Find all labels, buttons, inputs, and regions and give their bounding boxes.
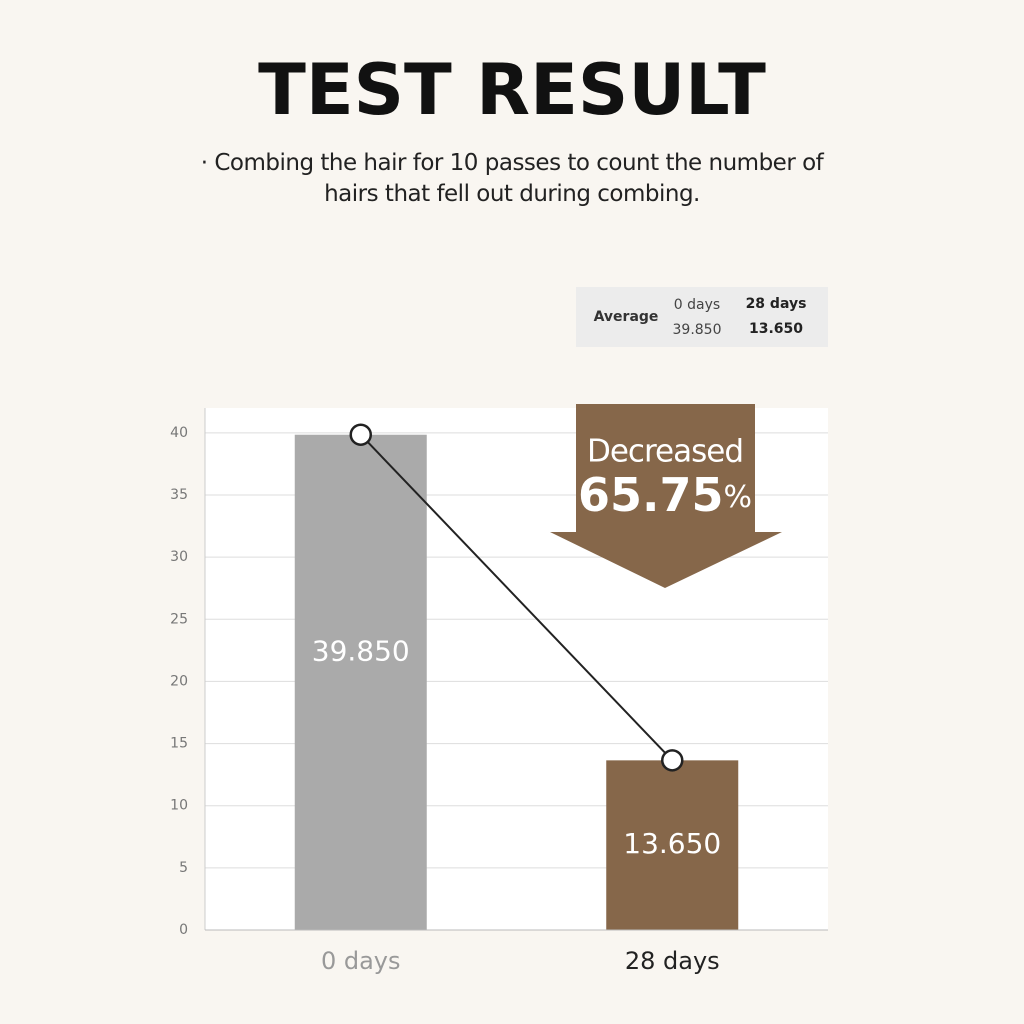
annotation-value: 65.75 — [578, 468, 724, 522]
subtitle: · Combing the hair for 10 passes to coun… — [200, 150, 824, 207]
y-tick-label: 20 — [170, 673, 188, 689]
bar — [606, 760, 739, 930]
decrease-arrow — [550, 404, 782, 588]
x-tick-label: 0 days — [321, 947, 401, 975]
table-value: 13.650 — [749, 321, 803, 337]
y-tick-label: 10 — [170, 798, 188, 814]
y-tick-label: 25 — [170, 611, 188, 627]
y-tick-label: 5 — [179, 860, 188, 876]
y-tick-label: 35 — [170, 487, 188, 503]
table-column: 28 days — [746, 296, 807, 312]
table-header: Average — [594, 309, 659, 325]
trend-point — [349, 423, 372, 446]
y-tick-label: 40 — [170, 425, 188, 441]
annotation-value-group: 65.75% — [578, 468, 752, 522]
summary-table-bg — [576, 287, 828, 347]
table-value: 39.850 — [673, 322, 722, 338]
y-tick-label: 15 — [170, 736, 188, 752]
value-label: 13.650 — [623, 827, 721, 860]
value-label: 39.850 — [312, 634, 410, 667]
trend-point — [661, 749, 684, 772]
table-column: 0 days — [674, 297, 720, 313]
annotation-text: Decreased — [587, 434, 743, 470]
y-tick-label: 0 — [179, 922, 188, 938]
trend-line — [360, 434, 673, 762]
annotation-unit: % — [724, 480, 753, 515]
x-tick-label: 28 days — [625, 947, 720, 975]
bar — [294, 434, 427, 930]
chart-title: TEST RESULT — [258, 49, 766, 131]
y-tick-label: 30 — [170, 549, 188, 565]
